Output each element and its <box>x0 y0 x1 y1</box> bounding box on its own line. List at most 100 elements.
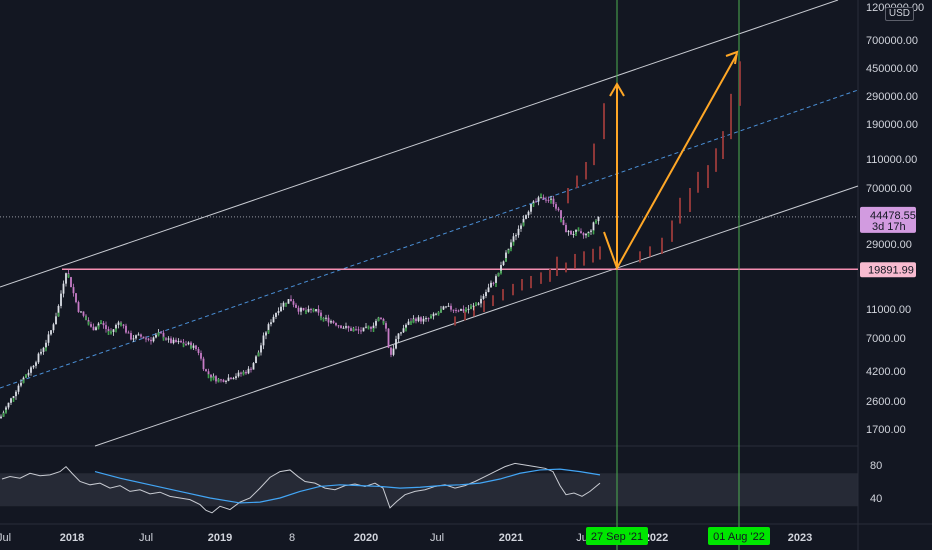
price-candle <box>335 322 337 327</box>
price-candle <box>297 305 300 315</box>
projection-bar <box>689 188 691 212</box>
price-candle <box>597 216 600 225</box>
channel-lower-line <box>94 185 859 447</box>
price-candle <box>545 196 547 203</box>
price-candle <box>142 336 145 339</box>
price-candle <box>90 321 92 328</box>
price-candle <box>200 350 202 361</box>
price-candle <box>252 361 255 370</box>
price-candle <box>65 272 67 287</box>
price-candle <box>477 302 480 306</box>
price-candle <box>277 307 280 316</box>
price-candle <box>287 299 290 304</box>
price-candle <box>542 194 545 200</box>
price-candle <box>495 274 497 287</box>
price-candle <box>195 344 197 351</box>
price-candle <box>395 335 397 350</box>
price-candle <box>162 330 165 341</box>
price-candle <box>32 364 35 370</box>
projection-bar <box>585 161 587 180</box>
price-candle <box>485 289 487 299</box>
price-candle <box>82 311 85 318</box>
price-candle <box>92 323 95 331</box>
price-candle <box>482 293 485 300</box>
time-tick: 2018 <box>60 532 84 544</box>
price-candle <box>540 193 542 199</box>
price-candle <box>377 316 380 322</box>
price-candle <box>370 326 372 332</box>
price-candle <box>272 314 275 323</box>
price-tick: 2600.00 <box>866 396 906 408</box>
price-candle <box>95 326 97 331</box>
price-candle <box>405 323 407 332</box>
price-candle <box>247 366 250 375</box>
price-candle <box>437 311 440 316</box>
price-candle <box>452 309 455 313</box>
projection-bar <box>540 272 542 284</box>
price-candle <box>417 315 420 323</box>
price-candle <box>165 337 167 341</box>
projection-bar <box>715 148 717 172</box>
price-candle <box>57 304 60 317</box>
price-candle <box>197 347 200 356</box>
price-candle <box>392 344 395 357</box>
price-candle <box>585 232 587 239</box>
channel-upper-line <box>0 0 839 288</box>
price-candle <box>420 316 422 325</box>
price-candle <box>407 318 410 326</box>
price-candle <box>375 318 377 329</box>
price-candle <box>342 325 345 329</box>
price-candle <box>312 308 315 313</box>
price-candle <box>307 305 310 313</box>
rsi-line <box>1 462 601 514</box>
price-candle <box>412 315 415 324</box>
price-candle <box>492 281 495 286</box>
price-candle <box>215 375 217 384</box>
price-candle <box>147 337 150 342</box>
price-tick: 700000.00 <box>866 35 918 47</box>
price-candle <box>415 317 417 324</box>
price-candle <box>380 317 382 320</box>
price-candle <box>555 201 557 211</box>
countdown-label: 3d 17h <box>872 221 906 233</box>
projection-bar <box>521 279 523 291</box>
price-candle <box>497 272 500 277</box>
projection-bar <box>722 131 724 159</box>
arrow-drawings <box>603 50 739 271</box>
price-candle <box>402 324 405 333</box>
vertical-marker-badge <box>586 527 648 545</box>
currency-label[interactable]: USD <box>884 7 914 21</box>
price-candle <box>580 228 582 234</box>
time-tick: 2022 <box>644 532 668 544</box>
price-candle <box>0 414 2 419</box>
price-candle <box>75 292 77 304</box>
price-tick: 450000.00 <box>866 63 918 75</box>
projection-bar <box>549 268 551 282</box>
price-candle <box>315 309 317 313</box>
price-candle <box>240 371 242 377</box>
projection-bar <box>739 61 741 106</box>
price-candle <box>500 261 502 275</box>
price-candle <box>45 339 47 352</box>
projection-bar <box>593 143 595 166</box>
price-candle <box>410 318 412 325</box>
price-candle <box>362 327 365 332</box>
projection-bar <box>473 306 475 317</box>
vertical-marker-badge <box>708 527 770 545</box>
price-candle <box>207 368 210 379</box>
price-candle <box>385 321 387 332</box>
price-candle <box>507 248 510 254</box>
arrow-head-right <box>725 50 739 65</box>
price-candle <box>310 307 312 314</box>
price-candle <box>205 368 207 372</box>
drawings <box>0 0 859 550</box>
price-candle <box>340 324 342 329</box>
price-candle <box>285 302 287 307</box>
price-candle <box>570 230 572 235</box>
price-candle <box>225 379 227 384</box>
price-candle <box>397 333 400 343</box>
rsi-pane <box>0 462 858 514</box>
price-candle <box>242 370 245 376</box>
projection-bar <box>574 253 576 269</box>
